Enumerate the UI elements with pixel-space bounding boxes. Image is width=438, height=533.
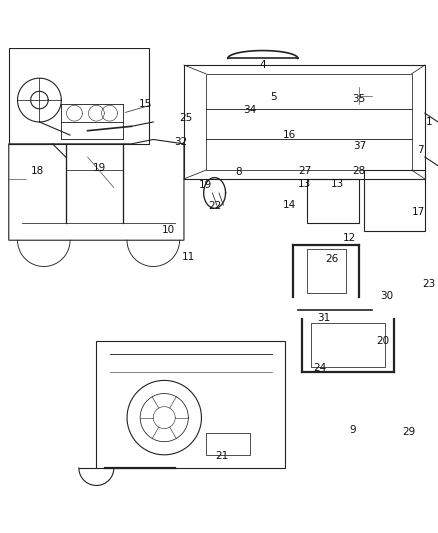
Text: 23: 23 bbox=[423, 279, 436, 289]
Text: 19: 19 bbox=[198, 181, 212, 190]
Text: 18: 18 bbox=[31, 166, 44, 176]
Text: 27: 27 bbox=[298, 166, 311, 176]
Text: 26: 26 bbox=[325, 254, 339, 264]
Text: 13: 13 bbox=[298, 179, 311, 189]
Text: 22: 22 bbox=[208, 201, 221, 212]
Text: 8: 8 bbox=[235, 167, 242, 177]
Text: 28: 28 bbox=[353, 166, 366, 176]
Text: 35: 35 bbox=[353, 94, 366, 104]
Text: 17: 17 bbox=[412, 207, 425, 217]
Text: 10: 10 bbox=[162, 225, 175, 235]
Text: 7: 7 bbox=[417, 146, 424, 156]
Text: 37: 37 bbox=[353, 141, 367, 151]
Text: 14: 14 bbox=[283, 200, 296, 210]
Text: 24: 24 bbox=[313, 363, 326, 373]
Text: 20: 20 bbox=[377, 336, 390, 346]
Text: 29: 29 bbox=[403, 427, 416, 437]
Text: 5: 5 bbox=[270, 92, 277, 102]
Text: 4: 4 bbox=[259, 60, 266, 70]
Text: 34: 34 bbox=[243, 104, 256, 115]
Text: 11: 11 bbox=[182, 252, 195, 262]
Text: 31: 31 bbox=[318, 313, 331, 323]
Text: 30: 30 bbox=[380, 291, 393, 301]
Text: 13: 13 bbox=[331, 179, 344, 189]
Text: 21: 21 bbox=[215, 451, 229, 461]
Text: 32: 32 bbox=[174, 136, 187, 147]
Text: 19: 19 bbox=[93, 163, 106, 173]
Text: 12: 12 bbox=[343, 233, 356, 243]
Text: 16: 16 bbox=[283, 130, 296, 140]
Text: 15: 15 bbox=[139, 100, 152, 109]
Text: 1: 1 bbox=[426, 117, 433, 127]
Text: 9: 9 bbox=[349, 425, 356, 435]
Text: 25: 25 bbox=[180, 112, 193, 123]
